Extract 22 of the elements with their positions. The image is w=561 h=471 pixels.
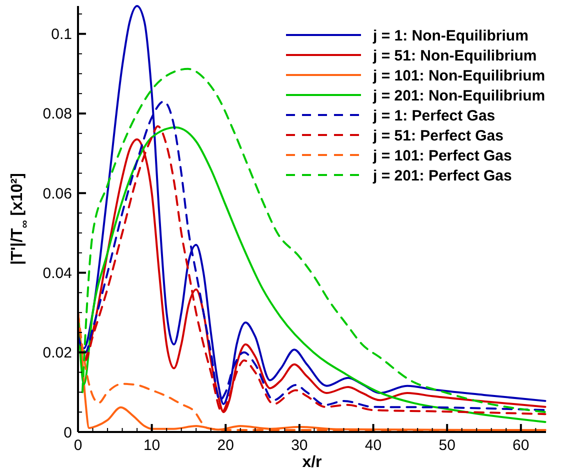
legend-label: j = 101: Perfect Gas [372, 147, 512, 164]
y-tick-label: 0.04 [42, 265, 72, 282]
y-tick-label: 0.02 [42, 344, 72, 362]
x-tick-label: 20 [217, 437, 234, 454]
y-tick-label: 0.06 [42, 185, 72, 202]
x-tick-label: 50 [438, 437, 456, 454]
legend-label: j = 1: Non-Equilibrium [372, 27, 528, 44]
x-tick-label: 0 [74, 437, 82, 454]
legend-label: j = 51: Non-Equilibrium [372, 47, 537, 64]
y-tick-label: 0.1 [51, 26, 72, 44]
x-tick-label: 10 [143, 437, 160, 454]
x-tick-label: 60 [512, 437, 530, 454]
legend-label: j = 51: Perfect Gas [372, 127, 504, 144]
legend-label: j = 201: Non-Equilibrium [372, 87, 546, 104]
y-tick-label: 0.08 [42, 106, 72, 123]
legend-label: j = 201: Perfect Gas [372, 167, 512, 184]
x-axis-title: x/r [302, 454, 322, 471]
x-tick-label: 30 [291, 437, 308, 454]
legend-label: j = 101: Non-Equilibrium [372, 67, 546, 84]
y-tick-label: 0 [64, 424, 72, 442]
x-tick-label: 40 [364, 437, 382, 454]
legend-label: j = 1: Perfect Gas [372, 107, 496, 124]
